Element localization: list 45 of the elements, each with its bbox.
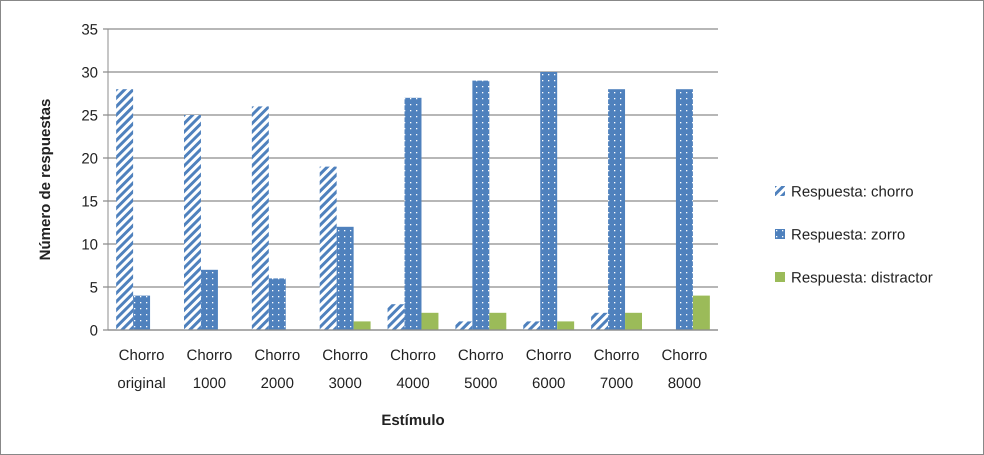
y-tick-label: 35 bbox=[81, 21, 98, 38]
bar bbox=[472, 80, 490, 330]
bar bbox=[404, 98, 422, 330]
x-tick-label: Chorro 5000 bbox=[458, 347, 504, 392]
bar bbox=[354, 321, 371, 330]
x-tick-label: Chorro 1000 bbox=[186, 347, 232, 392]
bar bbox=[676, 89, 693, 330]
bar bbox=[268, 278, 286, 330]
y-tick-label: 5 bbox=[90, 279, 98, 296]
bar bbox=[200, 270, 218, 330]
legend-label: Respuesta: distractor bbox=[791, 269, 933, 286]
bar bbox=[523, 321, 540, 330]
y-tick-label: 10 bbox=[81, 236, 98, 254]
y-tick-label: 20 bbox=[81, 150, 98, 168]
bar bbox=[455, 321, 472, 330]
bar bbox=[336, 226, 354, 330]
bar bbox=[608, 89, 626, 330]
bar bbox=[116, 89, 134, 330]
bar bbox=[489, 312, 506, 330]
x-tick-label: Chorro 6000 bbox=[526, 347, 572, 392]
bar bbox=[421, 312, 438, 330]
bar bbox=[540, 72, 558, 330]
y-axis-title: Número de respuestas bbox=[37, 98, 54, 260]
x-tick-label: Chorro 8000 bbox=[661, 347, 708, 392]
bar bbox=[388, 304, 405, 330]
y-tick-label: 30 bbox=[81, 64, 98, 82]
x-tick-label: Chorro 3000 bbox=[322, 347, 368, 392]
bar bbox=[625, 312, 642, 330]
bar bbox=[252, 106, 269, 330]
y-tick-label: 25 bbox=[81, 107, 98, 124]
legend-label: Respuesta: chorro bbox=[791, 183, 914, 200]
bar bbox=[591, 312, 608, 330]
bar bbox=[133, 296, 150, 330]
bar bbox=[184, 115, 201, 330]
x-axis-title: Estímulo bbox=[381, 412, 445, 429]
x-tick-label: Chorro 2000 bbox=[254, 347, 300, 392]
x-tick-label: Chorro 4000 bbox=[390, 347, 436, 392]
x-tick-label: Chorro 7000 bbox=[594, 347, 640, 392]
y-tick-label: 0 bbox=[90, 322, 98, 340]
bar bbox=[557, 321, 574, 330]
y-tick-label: 15 bbox=[81, 193, 98, 210]
x-tick-label: Chorro original bbox=[117, 347, 166, 392]
bar bbox=[692, 296, 710, 330]
legend-label: Respuesta: zorro bbox=[791, 226, 906, 244]
bar bbox=[320, 166, 337, 330]
